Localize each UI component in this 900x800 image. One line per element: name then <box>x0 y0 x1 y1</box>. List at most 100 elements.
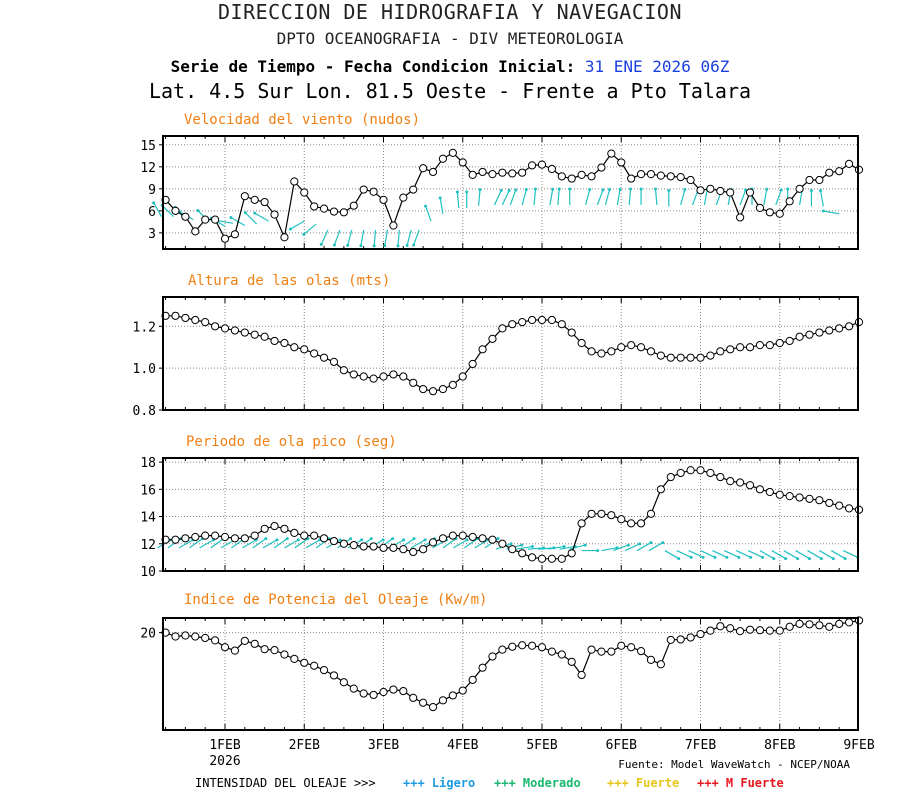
arrow-shaft <box>397 229 400 246</box>
period-data-point <box>547 554 557 563</box>
height-data-point <box>478 345 487 354</box>
power-data-point <box>736 627 745 636</box>
arrow-head <box>626 543 630 547</box>
series-label: Serie de Tiempo - Fecha Condicion Inicia… <box>170 57 576 76</box>
wind-data-point <box>260 197 269 207</box>
wind-direction-arrow <box>616 187 622 206</box>
period-data-point <box>230 534 240 543</box>
power-series-line <box>165 619 860 708</box>
source-note: Fuente: Model WaveWatch - NCEP/NOAA <box>618 758 850 771</box>
arrow-head <box>196 209 200 213</box>
arrow-shaft <box>284 539 299 549</box>
height-data-point <box>468 359 477 369</box>
power-data-point <box>349 684 358 693</box>
power-data-point <box>359 689 368 698</box>
wind-direction-arrow <box>549 187 555 206</box>
height-title: Altura de las olas (mts) <box>188 273 390 289</box>
period-data-point <box>716 472 725 482</box>
height-data-point <box>270 336 279 346</box>
arrow-head <box>288 227 292 231</box>
power-data-point <box>676 635 685 644</box>
height-data-point <box>428 387 438 396</box>
arrow-shaft <box>688 550 704 558</box>
arrow-shaft <box>549 189 554 206</box>
wind-title: Velocidad del viento (nudos) <box>184 112 420 128</box>
period-data-point <box>488 535 497 544</box>
period-data-point <box>409 547 418 557</box>
arrow-shaft <box>178 539 194 549</box>
arrow-head <box>568 187 572 191</box>
period-data-point <box>775 490 784 499</box>
wind-data-point <box>171 206 180 215</box>
arrow-shaft <box>735 550 751 558</box>
period-data-point <box>290 528 299 537</box>
wind-data-point <box>666 172 675 181</box>
wind-direction-arrow <box>654 187 658 206</box>
wind-data-point <box>478 167 487 177</box>
power-data-point <box>280 650 289 659</box>
x-tick-label: 3FEB <box>368 738 399 753</box>
period-data-point <box>389 543 398 552</box>
arrow-head <box>551 187 555 191</box>
arrow-shaft <box>161 204 174 218</box>
height-data-point <box>319 353 329 362</box>
arrow-head <box>455 190 459 194</box>
period-data-point <box>537 554 547 563</box>
wind-direction-arrow <box>763 187 769 206</box>
wind-data-point <box>815 175 824 185</box>
period-data-point <box>636 519 646 528</box>
x-tick-label: 9FEB <box>843 738 874 753</box>
arrow-head <box>807 557 811 561</box>
arrow-head <box>683 188 687 192</box>
power-data-point <box>607 647 616 656</box>
period-data-point <box>270 521 279 531</box>
wind-data-point <box>716 186 725 196</box>
init-date: 31 ENE 2026 06Z <box>584 57 730 76</box>
period-data-point <box>844 504 854 513</box>
period-direction-arrow <box>548 544 566 550</box>
power-data-point <box>260 645 269 654</box>
power-data-point <box>726 624 735 633</box>
wind-direction-arrow <box>243 211 258 225</box>
height-data-point <box>359 372 368 381</box>
wind-direction-arrow <box>667 188 671 207</box>
arrow-shaft <box>252 538 267 549</box>
power-data-point <box>498 645 507 654</box>
height-data-point <box>775 338 784 348</box>
period-data-point <box>835 501 844 510</box>
period-data-point <box>339 539 348 548</box>
arrow-head <box>509 542 513 546</box>
height-data-point <box>755 341 765 350</box>
arrow-head <box>784 557 788 561</box>
period-data-point <box>181 534 190 543</box>
arrow-head <box>465 190 469 194</box>
period-data-point <box>379 543 388 552</box>
period-direction-arrow <box>410 538 427 549</box>
arrow-shaft <box>724 550 740 558</box>
period-data-point <box>210 531 220 540</box>
period-direction-arrow <box>830 550 847 561</box>
arrow-head <box>713 555 717 559</box>
height-data-point <box>498 324 507 333</box>
wind-direction-arrow <box>383 229 389 248</box>
arrow-shaft <box>456 191 460 208</box>
period-data-point <box>696 466 705 475</box>
wind-direction-arrow <box>775 188 783 206</box>
y-tick-label: 12 <box>140 161 156 176</box>
power-data-point <box>329 671 339 680</box>
wind-data-point <box>686 175 695 185</box>
period-title: Periodo de ola pico (seg) <box>186 434 397 450</box>
wind-direction-arrow <box>821 209 840 215</box>
period-data-point <box>518 549 527 558</box>
wind-data-point <box>270 210 279 219</box>
period-direction-arrow <box>273 537 289 549</box>
power-data-point <box>636 647 646 656</box>
arrow-shaft <box>648 542 664 552</box>
wind-direction-arrow <box>424 204 432 222</box>
arrow-head <box>346 243 350 247</box>
power-data-point <box>379 687 388 697</box>
arrow-head <box>819 557 823 561</box>
height-data-point <box>339 366 348 375</box>
wind-direction-arrow <box>332 229 341 247</box>
arrow-head <box>639 187 643 191</box>
